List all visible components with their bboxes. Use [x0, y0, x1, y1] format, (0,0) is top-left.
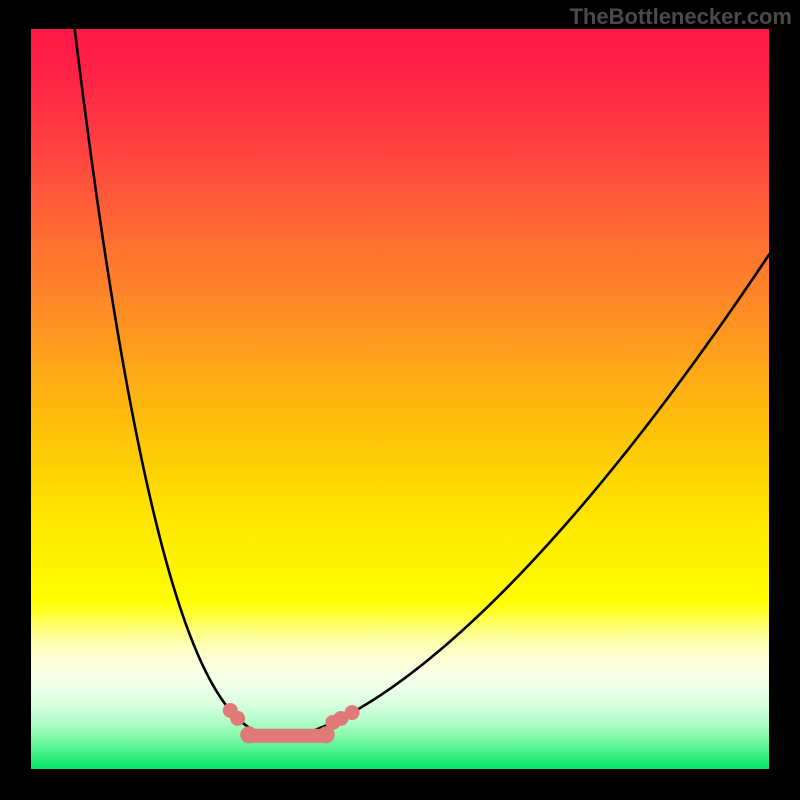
- plot-frame: [31, 29, 769, 769]
- chart-stage: TheBottlenecker.com: [0, 0, 800, 800]
- watermark-text: TheBottlenecker.com: [569, 4, 792, 30]
- heat-gradient-background: [31, 29, 769, 769]
